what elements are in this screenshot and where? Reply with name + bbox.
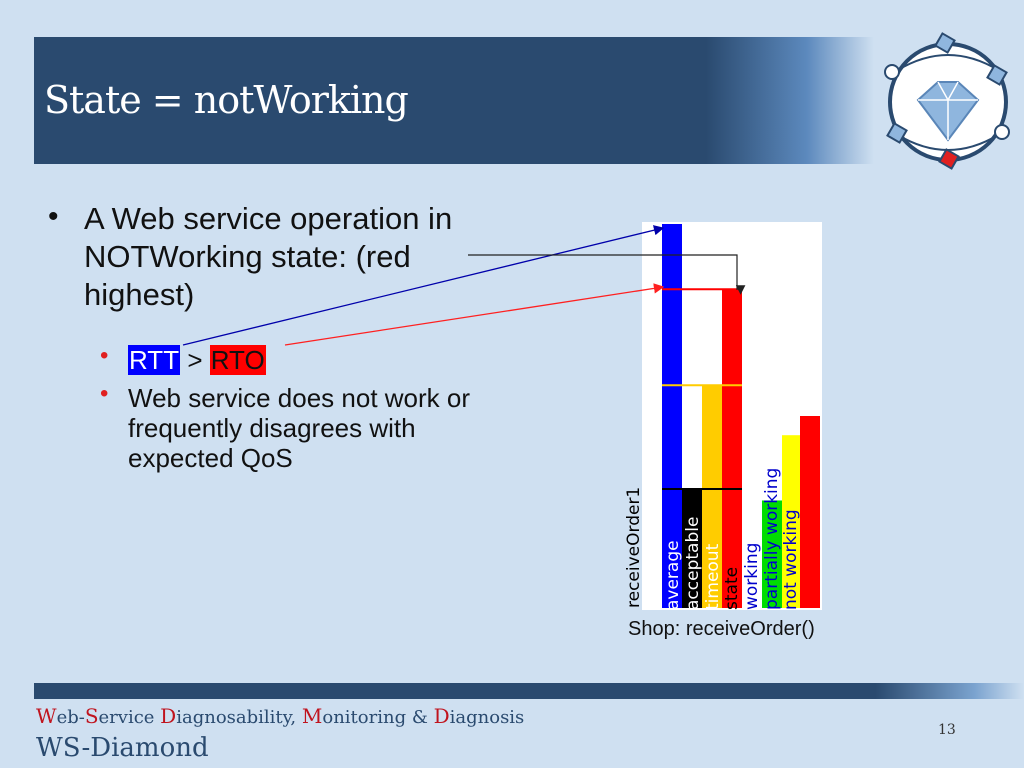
bar-timeout [722, 289, 742, 608]
sub-bullet-text: Web service does not work or frequently … [128, 383, 470, 473]
label-receiveorder1: receiveOrder1 [624, 486, 644, 608]
rtt-tag: RTT [128, 345, 181, 375]
bullet-dot-icon: • [100, 380, 109, 407]
slide-title: State = notWorking [44, 78, 409, 122]
bar-acceptable [702, 385, 722, 608]
bar-rtt [662, 224, 682, 608]
title-bar [34, 37, 874, 164]
bullet-dot-icon: • [100, 342, 109, 369]
chart-caption: Shop: receiveOrder() [628, 618, 815, 640]
ws-diamond-logo-icon [884, 32, 1010, 170]
bar-working [762, 500, 782, 608]
bar-average [682, 488, 702, 608]
bar-plot [662, 224, 820, 608]
page-number: 13 [938, 722, 956, 738]
footer-project-acronym: WS-Diamond [36, 733, 209, 763]
bullet-dot-icon: • [48, 200, 59, 233]
label-not-working: not working [781, 509, 801, 610]
bar-not-working [800, 416, 820, 608]
state-bar-chart: receiveOrder1 rtt average acceptable tim… [624, 222, 822, 610]
footer-bar [34, 683, 1024, 699]
bar-partially-working [782, 435, 802, 608]
greater-than: > [187, 345, 203, 375]
rto-tag: RTO [209, 345, 266, 375]
main-bullet-text: A Web service operation in NOTWorking st… [84, 201, 453, 312]
footer-project-name: Web-Service Diagnosability, Monitoring &… [36, 704, 525, 728]
